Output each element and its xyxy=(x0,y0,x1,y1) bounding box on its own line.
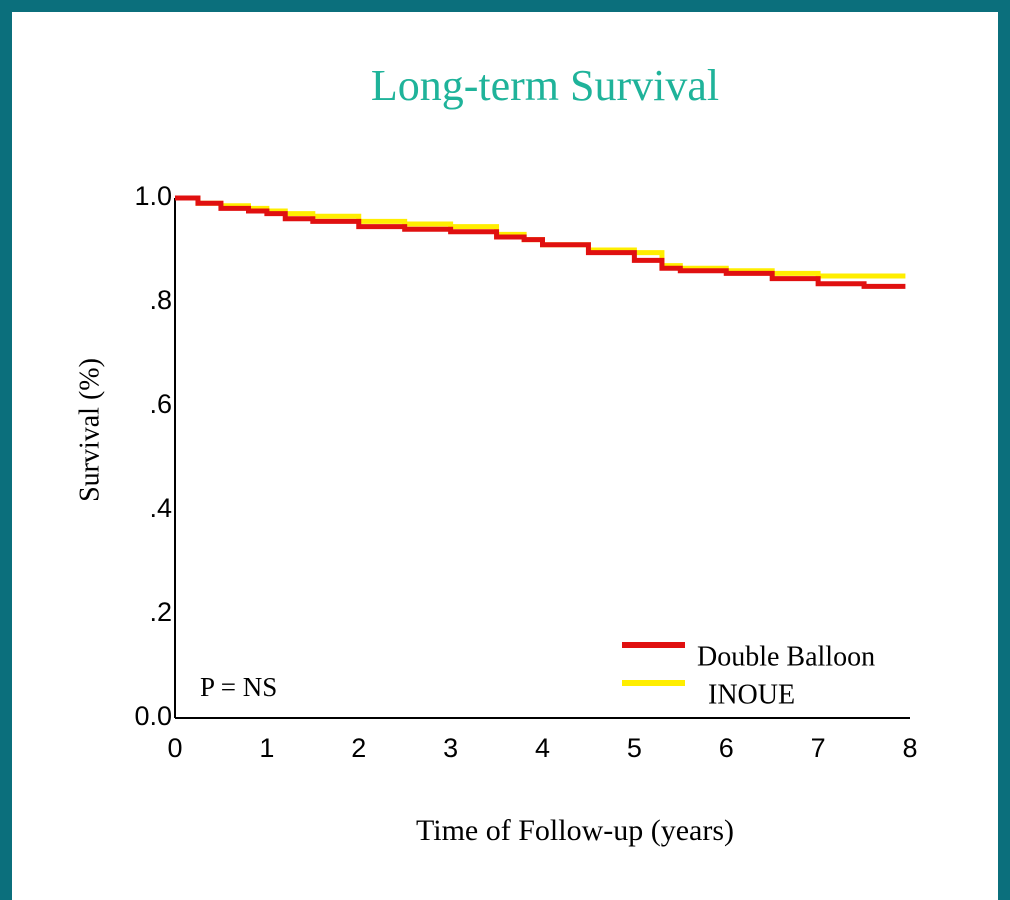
legend-label: INOUE xyxy=(708,679,795,710)
y-tick-label: .4 xyxy=(149,493,172,523)
y-tick-label: .8 xyxy=(149,285,172,315)
x-tick-label: 8 xyxy=(902,733,917,763)
x-tick-label: 5 xyxy=(627,733,642,763)
x-tick-label: 3 xyxy=(443,733,458,763)
panel xyxy=(12,12,998,900)
y-axis-label: Survival (%) xyxy=(74,358,105,502)
y-tick-label: .6 xyxy=(149,389,172,419)
annotation: P = NS xyxy=(200,672,277,702)
x-tick-label: 1 xyxy=(259,733,274,763)
chart-title: Long-term Survival xyxy=(371,61,719,110)
x-tick-label: 0 xyxy=(167,733,182,763)
y-tick-label: 0.0 xyxy=(134,701,172,731)
y-tick-label: 1.0 xyxy=(134,181,172,211)
x-tick-label: 4 xyxy=(535,733,550,763)
x-tick-label: 6 xyxy=(719,733,734,763)
x-axis-label: Time of Follow-up (years) xyxy=(416,814,734,847)
x-tick-label: 7 xyxy=(811,733,826,763)
y-tick-label: .2 xyxy=(149,597,172,627)
survival-line xyxy=(175,195,906,289)
x-tick-label: 2 xyxy=(351,733,366,763)
legend-label: Double Balloon xyxy=(697,641,875,672)
